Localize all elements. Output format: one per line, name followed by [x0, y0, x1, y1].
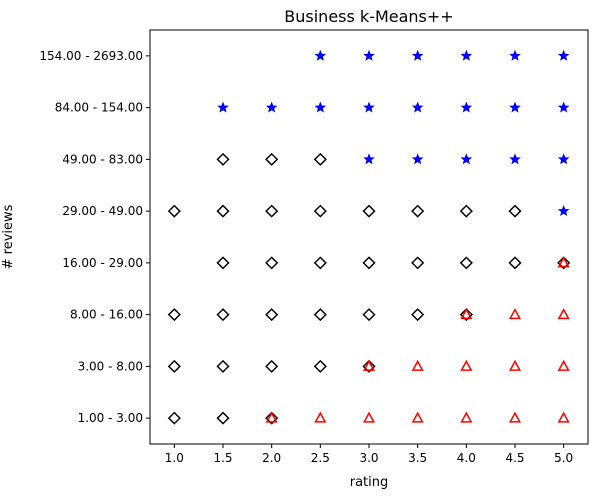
star-marker — [509, 153, 521, 165]
diamond-marker — [265, 204, 279, 218]
star-marker — [217, 101, 229, 113]
x-tick-label: 3.5 — [408, 451, 427, 465]
star-marker — [557, 153, 570, 165]
triangle-marker — [508, 308, 522, 320]
y-axis: 1.00 - 3.00 3.00 - 8.00 8.00 - 16.00 16.00 … — [39, 49, 150, 425]
x-tick-label: 3.0 — [359, 451, 378, 465]
y-tick-label: 84.00 - 154.00 — [55, 101, 143, 115]
x-axis: 1.0 1.5 2.0 2.5 3.0 3.5 4.0 4.5 5.0 — [165, 444, 573, 465]
star-marker — [460, 153, 473, 165]
diamond-marker — [167, 308, 181, 322]
triangle-marker — [508, 359, 522, 371]
plot-area — [167, 49, 571, 425]
diamond-marker — [265, 411, 279, 425]
triangle-marker — [460, 308, 473, 320]
star-marker — [460, 101, 473, 113]
diamond-marker — [265, 308, 279, 322]
diamond-marker — [362, 256, 376, 270]
diamond-marker — [216, 204, 230, 218]
diamond-marker — [313, 359, 327, 373]
x-tick-label: 4.0 — [457, 451, 476, 465]
y-tick-label: 154.00 - 2693.00 — [39, 49, 143, 63]
diamond-marker — [411, 308, 425, 322]
x-tick-label: 2.0 — [262, 451, 281, 465]
diamond-marker — [265, 359, 279, 373]
diamond-marker — [265, 256, 279, 270]
diamond-marker — [362, 359, 376, 373]
star-marker — [460, 49, 473, 61]
diamond-marker — [216, 256, 230, 270]
triangle-marker — [362, 411, 376, 423]
star-marker — [314, 49, 327, 61]
triangle-marker — [557, 411, 570, 423]
triangle-marker — [411, 411, 424, 423]
y-tick-label: 8.00 - 16.00 — [70, 308, 143, 322]
star-marker — [363, 101, 375, 113]
x-tick-label: 2.5 — [311, 451, 330, 465]
diamond-marker — [216, 308, 230, 322]
star-marker — [557, 49, 570, 61]
diamond-marker — [508, 204, 522, 218]
diamond-marker — [411, 256, 425, 270]
star-marker — [411, 101, 424, 113]
diamond-marker — [313, 308, 327, 322]
star-marker — [411, 49, 424, 61]
diamond-marker — [265, 152, 279, 166]
star-marker — [314, 101, 327, 113]
triangle-marker — [460, 359, 473, 371]
triangle-marker — [362, 359, 376, 371]
x-axis-label: rating — [350, 475, 389, 490]
diamond-marker — [216, 411, 230, 425]
diamond-marker — [167, 359, 181, 373]
star-marker — [363, 49, 375, 61]
triangle-marker — [557, 256, 570, 268]
x-tick-label: 1.0 — [165, 451, 184, 465]
triangle-marker — [314, 411, 327, 423]
diamond-marker — [362, 308, 376, 322]
plot-frame — [149, 29, 589, 445]
diamond-marker — [216, 359, 230, 373]
x-tick-label: 4.5 — [505, 451, 524, 465]
chart-title: Business k-Means++ — [284, 7, 453, 26]
y-tick-label: 49.00 - 83.00 — [62, 152, 143, 166]
star-marker — [411, 153, 424, 165]
triangle-marker — [557, 308, 570, 320]
star-marker — [557, 101, 570, 113]
y-tick-label: 29.00 - 49.00 — [62, 204, 143, 218]
triangle-marker — [508, 411, 522, 423]
diamond-marker — [167, 204, 181, 218]
diamond-marker — [313, 256, 327, 270]
x-tick-label: 5.0 — [554, 451, 573, 465]
y-tick-label: 16.00 - 29.00 — [62, 256, 143, 270]
y-tick-label: 3.00 - 8.00 — [78, 359, 143, 373]
diamond-marker — [362, 204, 376, 218]
triangle-marker — [411, 359, 424, 371]
diamond-marker — [508, 256, 522, 270]
diamond-marker — [459, 308, 473, 322]
diamond-marker — [459, 256, 473, 270]
triangle-marker — [557, 359, 570, 371]
x-tick-label: 1.5 — [213, 451, 232, 465]
star-marker — [265, 101, 278, 113]
star-marker — [557, 205, 570, 217]
diamond-marker — [459, 204, 473, 218]
diamond-marker — [313, 204, 327, 218]
star-marker — [509, 49, 521, 61]
star-marker — [509, 101, 521, 113]
diamond-marker — [216, 152, 230, 166]
triangle-marker — [460, 411, 473, 423]
y-tick-label: 1.00 - 3.00 — [78, 411, 143, 425]
y-axis-label: # reviews — [1, 204, 16, 269]
diamond-marker — [167, 411, 181, 425]
diamond-marker — [313, 152, 327, 166]
diamond-marker — [411, 204, 425, 218]
triangle-marker — [265, 411, 278, 423]
star-marker — [363, 153, 375, 165]
diamond-marker — [557, 256, 571, 270]
